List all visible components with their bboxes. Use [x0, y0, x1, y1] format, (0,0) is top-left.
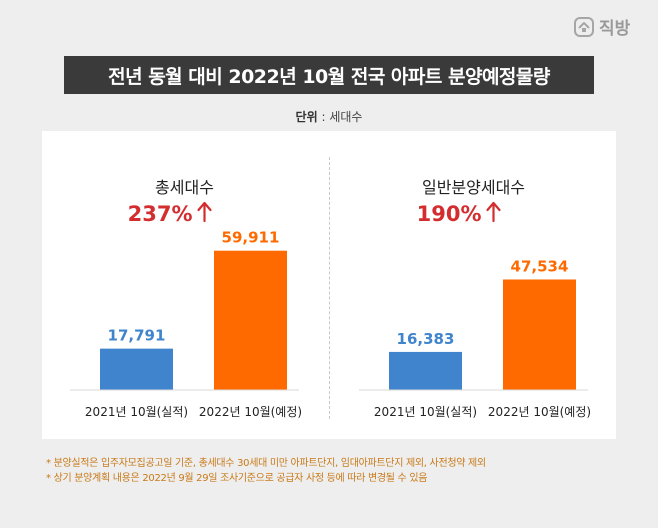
chart-2-title: 일반분양세대수	[422, 178, 525, 197]
chart-1-category-label-2: 2022년 10월(예정)	[199, 405, 302, 419]
chart-2-category-label-1: 2021년 10월(실적)	[374, 405, 477, 419]
chart-1-value-label-1: 17,791	[108, 327, 166, 345]
chart-2-change-label: 190%	[417, 202, 482, 226]
page-title: 전년 동월 대비 2022년 10월 전국 아파트 분양예정물량	[108, 65, 550, 88]
footnotes: * 분양실적은 입주자모집공고일 기준, 총세대수 30세대 미만 아파트단지,…	[46, 456, 486, 486]
chart-1-value-label-2: 59,911	[222, 229, 280, 247]
house-logo-icon	[574, 16, 594, 37]
chart-2-value-label-1: 16,383	[397, 330, 455, 348]
chart-2-value-label-2: 47,534	[511, 257, 569, 275]
unit-label: 단위	[295, 110, 318, 124]
arrow-up-icon	[486, 201, 501, 223]
chart-1-category-label-1: 2021년 10월(실적)	[85, 405, 188, 419]
chart-1-bar-2	[214, 250, 287, 390]
unit-value: : 세대수	[321, 110, 363, 124]
footnote-1: * 분양실적은 입주자모집공고일 기준, 총세대수 30세대 미만 아파트단지,…	[46, 458, 486, 469]
chart-2-category-label-2: 2022년 10월(예정)	[488, 405, 591, 419]
chart-1-change-label: 237%	[128, 202, 193, 226]
arrow-up-icon	[197, 201, 212, 223]
brand-logo-text: 직방	[599, 19, 631, 39]
bar-charts: 총세대수 237% 17,791 2021년 10월(실적) 59,911 2022년 1…	[70, 178, 591, 419]
chart-2-bar-2	[503, 279, 576, 390]
chart-panel: 총세대수 237% 17,791 2021년 10월(실적) 59,911 2022년 1…	[42, 131, 616, 439]
unit-caption: 단위 : 세대수	[0, 108, 658, 125]
brand-logo: 직방	[574, 14, 630, 39]
chart-2-bar-1	[389, 351, 462, 390]
chart-1-title: 총세대수	[155, 178, 214, 197]
title-banner: 전년 동월 대비 2022년 10월 전국 아파트 분양예정물량	[64, 56, 594, 94]
footnote-2: * 상기 분양계획 내용은 2022년 9월 29일 조사기준으로 공급자 사정…	[46, 473, 428, 484]
panel-divider	[329, 157, 330, 419]
chart-1-bar-1	[100, 348, 173, 390]
